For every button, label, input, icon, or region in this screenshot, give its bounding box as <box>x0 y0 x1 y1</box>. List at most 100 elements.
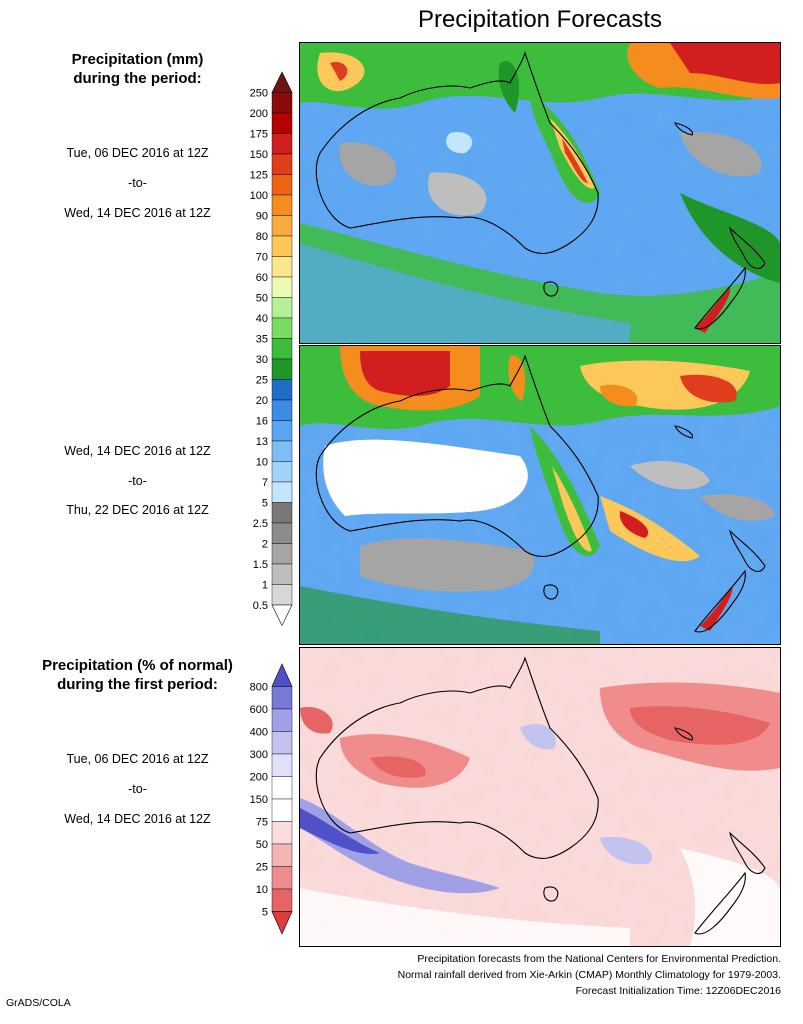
colorbar-mm-swatch <box>271 153 293 175</box>
colorbar-mm-swatch <box>271 420 293 442</box>
precip-pct-heading: Precipitation (% of normal) during the f… <box>10 656 265 694</box>
colorbar-mm-swatch <box>271 440 293 462</box>
colorbar-mm-swatch <box>271 92 293 114</box>
colorbar-pct-tick-label: 150 <box>250 794 268 806</box>
colorbar-mm-swatch <box>271 276 293 298</box>
colorbar-mm-tick-label: 25 <box>256 375 268 387</box>
colorbar-mm-tick-label: 1.5 <box>253 559 268 571</box>
colorbar-mm: 250 200 175 150 125 100 90 80 70 60 50 40 35 30 25 20 16… <box>242 71 297 627</box>
colorbar-mm-tick-label: 13 <box>256 436 268 448</box>
colorbar-pct-tick-label: 800 <box>250 682 268 694</box>
colorbar-pct-tick-label: 600 <box>250 704 268 716</box>
colorbar-pct-tick-label: 75 <box>256 817 268 829</box>
period3-sep: -to- <box>128 782 147 796</box>
precip-map-period2 <box>299 345 781 645</box>
colorbar-mm-tick-label: 90 <box>256 211 268 223</box>
colorbar-mm-tick-label: 2.5 <box>253 518 268 530</box>
precip-map-period1 <box>299 42 781 344</box>
colorbar-mm-swatch <box>271 522 293 544</box>
colorbar-mm-swatch <box>271 584 293 606</box>
colorbar-pct-tick-label: 25 <box>256 862 268 874</box>
colorbar-mm-tick-label: 16 <box>256 416 268 428</box>
colorbar-mm-svg: 2502001751501251009080706050403530252016… <box>250 71 293 627</box>
period2-start: Wed, 14 DEC 2016 at 12Z <box>64 444 211 458</box>
colorbar-mm-tick-label: 150 <box>250 149 268 161</box>
colorbar-mm-swatch-top <box>271 71 293 93</box>
colorbar-mm-tick-label: 7 <box>262 477 268 489</box>
precip-mm-heading-line1: Precipitation (mm) <box>71 51 204 68</box>
colorbar-pct-tick-label: 300 <box>250 749 268 761</box>
colorbar-pct-swatch <box>271 686 293 710</box>
precip-pct-normal-map <box>299 647 781 947</box>
colorbar-pct-swatch <box>271 866 293 890</box>
colorbar-mm-swatch <box>271 256 293 278</box>
precip-map-period1-svg <box>300 43 780 343</box>
colorbar-mm-tick-label: 60 <box>256 272 268 284</box>
colorbar-mm-swatch <box>271 563 293 585</box>
colorbar-mm-swatch <box>271 481 293 503</box>
colorbar-pct-swatch <box>271 776 293 800</box>
colorbar-pct-tick-label: 400 <box>250 727 268 739</box>
colorbar-mm-swatch <box>271 133 293 155</box>
colorbar-mm-tick-label: 1 <box>262 580 268 592</box>
precip-pct-heading-line2: during the first period: <box>57 676 218 693</box>
colorbar-mm-tick-label: 80 <box>256 231 268 243</box>
colorbar-mm-tick-label: 50 <box>256 293 268 305</box>
colorbar-mm-tick-label: 5 <box>262 498 268 510</box>
colorbar-pct-swatch <box>271 888 293 912</box>
colorbar-pct-swatch <box>271 708 293 732</box>
colorbar-mm-swatch <box>271 399 293 421</box>
colorbar-pct-swatch-bottom <box>271 911 293 935</box>
colorbar-mm-swatch <box>271 174 293 196</box>
colorbar-mm-swatch <box>271 194 293 216</box>
colorbar-mm-tick-label: 100 <box>250 190 268 202</box>
footer-line-init-time: Forecast Initialization Time: 12Z06DEC20… <box>575 985 781 997</box>
colorbar-mm-swatch <box>271 461 293 483</box>
footer-line-source: Precipitation forecasts from the Nationa… <box>417 953 781 965</box>
colorbar-pct-swatch-top <box>271 663 293 687</box>
colorbar-pct-tick-label: 10 <box>256 884 268 896</box>
colorbar-pct-svg: 800 600 400 300 200 150 75 50 25 10 5 <box>250 663 293 935</box>
precip-mm-heading-line2: during the period: <box>73 70 202 87</box>
colorbar-mm-swatch-bottom <box>271 604 293 627</box>
colorbar-pct-swatch <box>271 798 293 822</box>
colorbar-pct-tick-label: 200 <box>250 772 268 784</box>
colorbar-mm-tick-label: 40 <box>256 313 268 325</box>
colorbar-mm-swatch <box>271 338 293 360</box>
footer-line-normal: Normal rainfall derived from Xie-Arkin (… <box>397 969 781 981</box>
colorbar-mm-tick-label: 200 <box>250 108 268 120</box>
colorbar-mm-tick-label: 0.5 <box>253 600 268 612</box>
period1-end: Wed, 14 DEC 2016 at 12Z <box>64 206 211 220</box>
colorbar-pct: 800 600 400 300 200 150 75 50 25 10 5 <box>242 663 297 935</box>
colorbar-mm-swatch <box>271 543 293 565</box>
colorbar-mm-tick-label: 20 <box>256 395 268 407</box>
colorbar-mm-swatch <box>271 358 293 380</box>
colorbar-mm-swatch <box>271 235 293 257</box>
colorbar-mm-swatch <box>271 297 293 319</box>
colorbar-mm-tick-label: 70 <box>256 252 268 264</box>
colorbar-pct-tick-label: 5 <box>262 907 268 919</box>
colorbar-mm-tick-label: 35 <box>256 334 268 346</box>
grads-credit: GrADS/COLA <box>6 997 71 1009</box>
colorbar-mm-swatch <box>271 112 293 134</box>
period1-sep: -to- <box>128 176 147 190</box>
colorbar-mm-tick-label: 30 <box>256 354 268 366</box>
colorbar-mm-swatch <box>271 215 293 237</box>
colorbar-mm-tick-label: 2 <box>262 539 268 551</box>
colorbar-pct-tick-label: 50 <box>256 839 268 851</box>
colorbar-mm-swatch <box>271 379 293 401</box>
colorbar-mm-swatch <box>271 502 293 524</box>
colorbar-mm-tick-label: 125 <box>250 170 268 182</box>
colorbar-pct-swatch <box>271 731 293 755</box>
precip-mm-heading: Precipitation (mm) during the period: <box>10 50 265 88</box>
precip-map-period2-svg <box>300 346 780 644</box>
page-title: Precipitation Forecasts <box>417 6 663 33</box>
precip-pct-normal-map-svg <box>300 648 780 946</box>
period2-end: Thu, 22 DEC 2016 at 12Z <box>66 503 209 517</box>
colorbar-mm-swatch <box>271 317 293 339</box>
period2-sep: -to- <box>128 474 147 488</box>
precip-pct-heading-line1: Precipitation (% of normal) <box>42 657 233 674</box>
colorbar-mm-tick-label: 175 <box>250 129 268 141</box>
period3-start: Tue, 06 DEC 2016 at 12Z <box>66 752 209 766</box>
colorbar-pct-swatch <box>271 843 293 867</box>
